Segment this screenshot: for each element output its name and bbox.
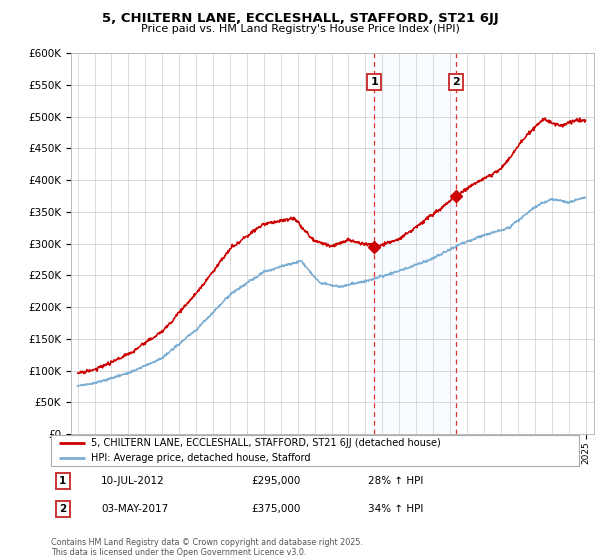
Text: 2: 2 [452,77,460,87]
Text: £295,000: £295,000 [251,476,301,486]
Text: Price paid vs. HM Land Registry's House Price Index (HPI): Price paid vs. HM Land Registry's House … [140,24,460,34]
Text: 34% ↑ HPI: 34% ↑ HPI [368,504,423,514]
Text: Contains HM Land Registry data © Crown copyright and database right 2025.
This d: Contains HM Land Registry data © Crown c… [51,538,363,557]
Text: 28% ↑ HPI: 28% ↑ HPI [368,476,423,486]
Text: 2: 2 [59,504,66,514]
Text: 1: 1 [371,77,378,87]
Text: 5, CHILTERN LANE, ECCLESHALL, STAFFORD, ST21 6JJ: 5, CHILTERN LANE, ECCLESHALL, STAFFORD, … [101,12,499,25]
Bar [374,53,456,434]
Text: 5, CHILTERN LANE, ECCLESHALL, STAFFORD, ST21 6JJ (detached house): 5, CHILTERN LANE, ECCLESHALL, STAFFORD, … [91,438,440,449]
Text: HPI: Average price, detached house, Stafford: HPI: Average price, detached house, Staf… [91,452,310,463]
Text: 1: 1 [59,476,66,486]
Text: 10-JUL-2012: 10-JUL-2012 [101,476,165,486]
FancyBboxPatch shape [51,435,579,466]
Text: 03-MAY-2017: 03-MAY-2017 [101,504,169,514]
Text: £375,000: £375,000 [251,504,301,514]
